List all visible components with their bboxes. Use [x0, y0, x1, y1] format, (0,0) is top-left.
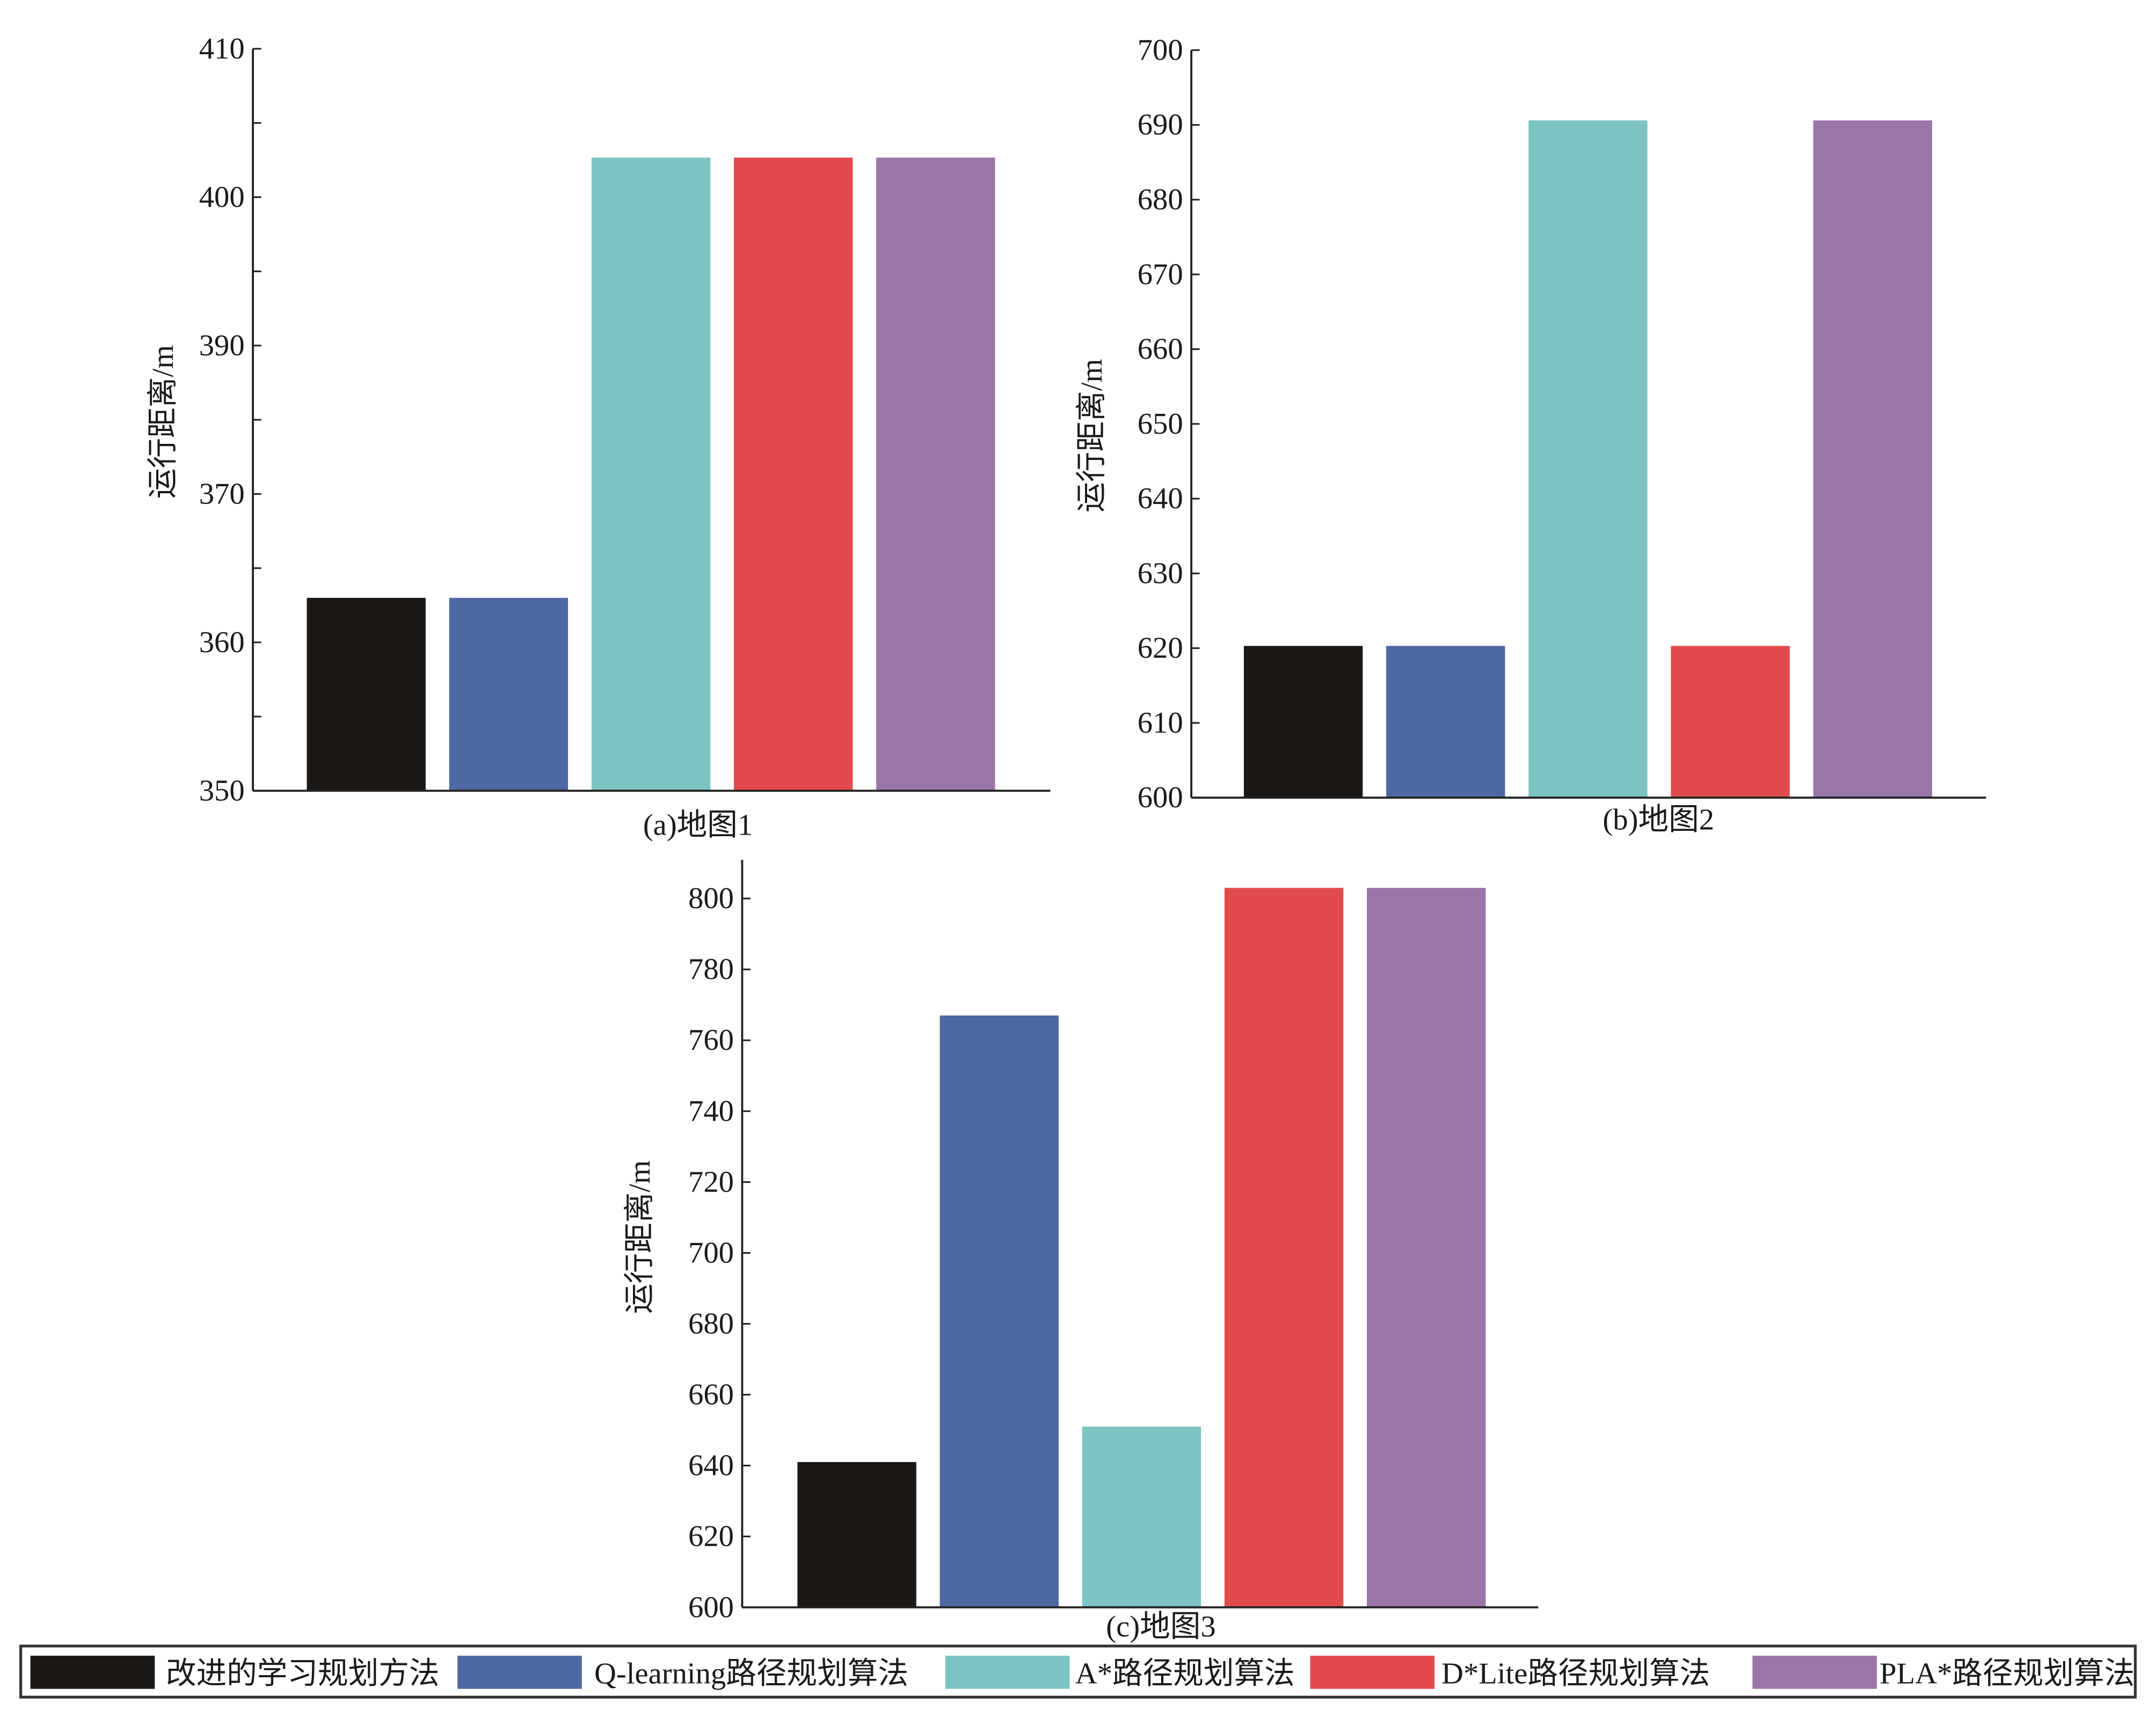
- y-tick-label: 400: [199, 180, 245, 214]
- y-tick-label: 360: [199, 626, 245, 659]
- legend-swatch: [30, 1655, 155, 1689]
- y-tick-label: 700: [1138, 33, 1183, 67]
- bar-5: [1367, 888, 1486, 1607]
- legend: 改进的学习规划方法 Q-learning路径规划算法 A*路径规划算法 D*Li…: [19, 1645, 2137, 1699]
- y-tick-label: 600: [1138, 781, 1183, 814]
- legend-swatch: [945, 1655, 1070, 1689]
- y-tick-label: 640: [1138, 482, 1183, 515]
- legend-label: PLA*路径规划算法: [1880, 1657, 2135, 1690]
- legend-label: Q-learning路径规划算法: [594, 1657, 908, 1690]
- y-tick-label: 680: [688, 1307, 734, 1341]
- legend-swatch: [1752, 1655, 1877, 1689]
- y-tick-label: 760: [688, 1024, 734, 1057]
- y-tick-label: 410: [199, 32, 245, 65]
- bar-1: [1243, 646, 1363, 798]
- y-tick-label: 780: [688, 953, 734, 986]
- y-tick-label: 390: [199, 329, 245, 362]
- y-axis-label: 运行距离/m: [623, 1160, 657, 1314]
- bar-3: [1528, 120, 1648, 798]
- legend-swatch: [1310, 1655, 1435, 1689]
- y-tick-label: 800: [688, 882, 734, 915]
- y-tick-label: 690: [1138, 108, 1183, 142]
- y-tick-label: 610: [1138, 706, 1183, 740]
- bar-2: [939, 1015, 1059, 1607]
- y-tick-label: 670: [1138, 258, 1183, 291]
- legend-label: A*路径规划算法: [1075, 1657, 1295, 1690]
- bar-4: [1671, 646, 1790, 798]
- y-tick-label: 680: [1138, 183, 1183, 216]
- y-tick-label: 370: [199, 477, 245, 510]
- y-tick-label: 620: [688, 1520, 734, 1553]
- bar-1: [797, 1462, 916, 1607]
- legend-swatch: [457, 1655, 582, 1689]
- bar-5: [1813, 120, 1932, 798]
- bar-1: [307, 597, 426, 791]
- bar-2: [1386, 646, 1505, 798]
- chart-title: (a)地图1: [643, 809, 753, 842]
- y-tick-label: 620: [1138, 632, 1183, 665]
- legend-label: D*Lite路径规划算法: [1441, 1657, 1710, 1690]
- y-axis-label: 运行距离/m: [147, 345, 180, 499]
- chart-title: (b)地图2: [1603, 803, 1714, 836]
- y-tick-label: 350: [199, 774, 245, 807]
- y-axis-label: 运行距离/m: [1075, 359, 1109, 513]
- chart-title: (c)地图3: [1106, 1610, 1215, 1643]
- y-tick-label: 640: [688, 1449, 734, 1482]
- bar-3: [1082, 1426, 1201, 1607]
- chart-map3: (c)地图3 运行距离/m 600 620 640 660 680 700 720 740 76…: [623, 860, 1539, 1643]
- y-tick-label: 600: [688, 1591, 734, 1624]
- y-tick-label: 740: [688, 1094, 734, 1128]
- bar-4: [1224, 888, 1344, 1607]
- bar-3: [591, 157, 711, 791]
- legend-label: 改进的学习规划方法: [166, 1657, 440, 1690]
- chart-map1: (a)地图1 运行距离/m 350 360 370 390 400 410: [147, 32, 1051, 842]
- y-tick-label: 660: [688, 1378, 734, 1412]
- y-tick-label: 720: [688, 1165, 734, 1199]
- bar-2: [449, 597, 569, 791]
- y-tick-label: 650: [1138, 407, 1183, 441]
- bar-4: [733, 157, 853, 791]
- y-tick-label: 660: [1138, 333, 1183, 366]
- bar-5: [876, 157, 995, 791]
- y-tick-label: 700: [688, 1236, 734, 1269]
- y-tick-label: 630: [1138, 557, 1183, 590]
- chart-map2: (b)地图2 运行距离/m 600 610 620 630 640 650 660 670 68…: [1075, 33, 1986, 836]
